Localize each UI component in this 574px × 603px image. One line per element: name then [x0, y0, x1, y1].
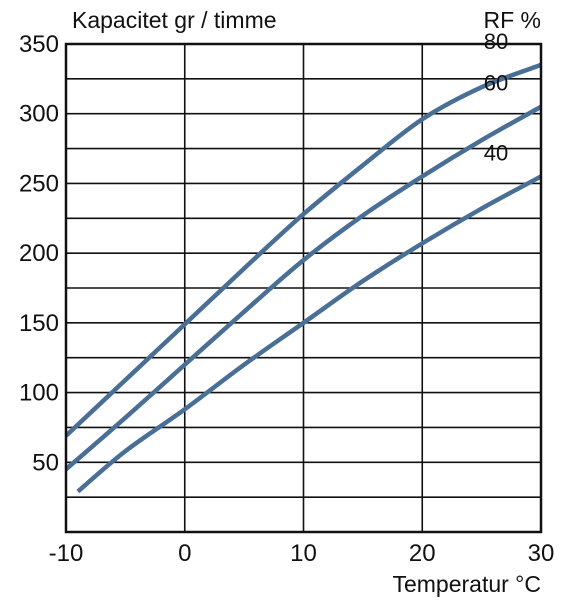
x-tick-label: 20: [409, 540, 436, 567]
y-tick-label: 50: [32, 449, 59, 476]
plot-frame: [64, 42, 543, 534]
series-lines: [64, 62, 543, 494]
y-axis-title: Kapacitet gr / timme: [72, 7, 277, 33]
x-tick-labels: -10 0 10 20 30: [49, 540, 555, 567]
y-tick-label: 250: [19, 170, 59, 197]
series-label-rf-40: 40: [484, 140, 508, 165]
x-tick-label: 30: [528, 540, 555, 567]
series-line-rf-40: [76, 174, 543, 494]
legend-title: RF %: [484, 7, 542, 33]
x-axis-title: Temperatur °C: [392, 571, 541, 597]
series-label-rf-80: 80: [484, 29, 508, 54]
y-tick-label: 100: [19, 380, 59, 407]
series-line-rf-80: [64, 62, 542, 438]
x-tick-label: 0: [178, 540, 191, 567]
series-line-rf-60: [64, 104, 543, 471]
series-labels: 80 60 40: [484, 29, 508, 166]
series-label-rf-60: 60: [484, 71, 508, 96]
grid-lines: [65, 43, 542, 532]
y-tick-labels: 50 100 150 200 250 300 350: [19, 31, 59, 476]
y-tick-label: 350: [19, 31, 59, 58]
y-tick-label: 300: [19, 101, 59, 128]
x-tick-label: -10: [49, 540, 84, 567]
x-tick-label: 10: [290, 540, 317, 567]
y-tick-label: 200: [19, 240, 59, 267]
y-tick-label: 150: [19, 310, 59, 337]
